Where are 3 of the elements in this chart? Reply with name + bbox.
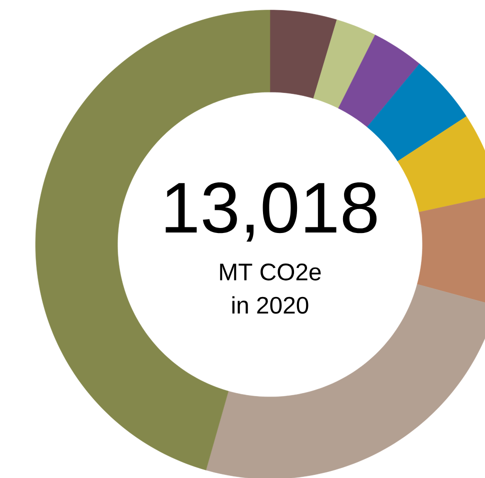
text: in 2020 [232, 296, 308, 314]
text: 13,018 [166, 182, 377, 242]
text: MT CO2e [220, 264, 321, 280]
